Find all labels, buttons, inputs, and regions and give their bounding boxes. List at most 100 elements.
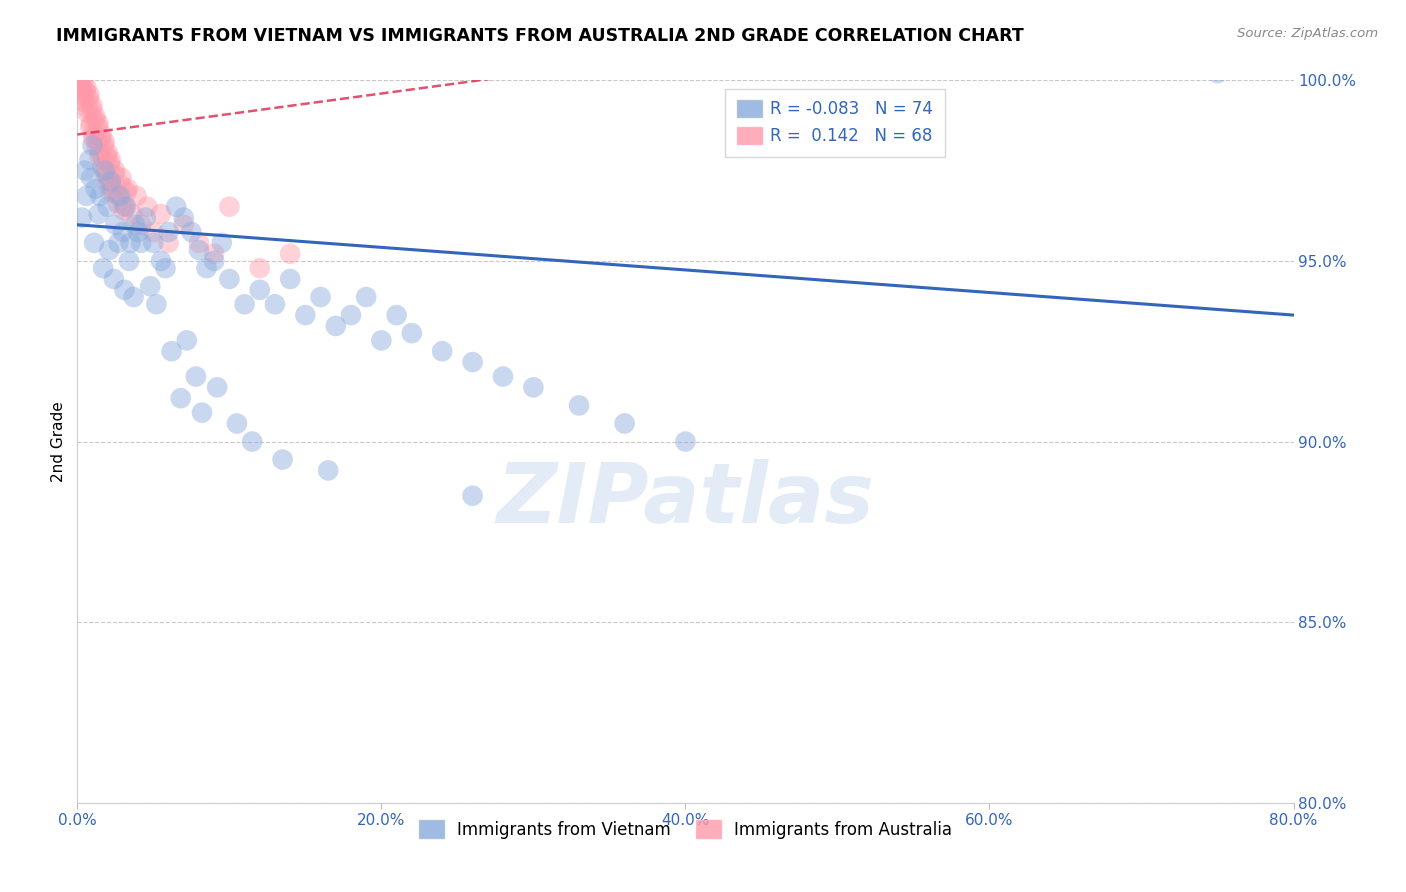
Point [79,153,101,167]
Point [103,167,125,181]
Point [226,417,249,431]
Point [170,391,193,405]
Point [354,290,377,304]
Point [117,181,139,195]
Point [93,138,115,153]
Point [90,131,112,145]
Point [112,203,135,218]
Point [568,399,591,413]
Point [82,138,104,153]
Point [87,207,110,221]
Point [94,167,117,181]
Point [100,153,122,167]
Point [157,225,180,239]
Point [86,138,108,153]
Point [249,283,271,297]
Point [80,170,103,185]
Point [278,272,301,286]
Point [316,463,339,477]
Point [75,84,97,98]
Point [149,254,172,268]
Point [309,290,332,304]
Point [125,189,148,203]
Point [104,218,127,232]
Point [107,196,129,211]
Point [160,344,183,359]
Point [135,211,157,225]
Point [142,235,165,250]
Point [195,261,218,276]
Text: ZIPatlas: ZIPatlas [496,458,875,540]
Point [114,200,136,214]
Point [211,235,233,250]
Point [461,355,484,369]
Point [340,308,363,322]
Point [240,434,263,449]
Legend: Immigrants from Vietnam, Immigrants from Australia: Immigrants from Vietnam, Immigrants from… [409,811,962,848]
Point [271,452,294,467]
Point [249,261,271,276]
Point [202,246,225,260]
Point [430,344,453,359]
Point [173,211,195,225]
Point [218,272,240,286]
Point [294,308,316,322]
Point [127,225,149,239]
Point [205,380,228,394]
Text: IMMIGRANTS FROM VIETNAM VS IMMIGRANTS FROM AUSTRALIA 2ND GRADE CORRELATION CHART: IMMIGRANTS FROM VIETNAM VS IMMIGRANTS FR… [56,27,1024,45]
Point [100,174,122,188]
Point [188,243,211,257]
Point [104,163,127,178]
Point [122,290,145,304]
Point [613,417,636,431]
Point [96,149,118,163]
Point [91,261,114,276]
Point [100,186,122,200]
Point [83,128,105,142]
Point [69,77,91,91]
Point [82,131,104,145]
Point [70,73,93,87]
Point [149,207,172,221]
Point [401,326,423,341]
Point [107,235,129,250]
Point [180,225,202,239]
Point [70,211,93,225]
Point [370,334,392,348]
Point [202,254,225,268]
Point [87,117,110,131]
Point [80,102,103,116]
Point [80,117,103,131]
Point [79,87,101,102]
Point [121,207,143,221]
Point [129,218,152,232]
Point [107,189,129,203]
Point [77,91,100,105]
Point [83,235,105,250]
Point [89,145,111,160]
Point [98,243,121,257]
Point [191,406,214,420]
Point [522,380,544,394]
Point [120,235,142,250]
Point [218,200,240,214]
Point [124,218,146,232]
Point [129,235,152,250]
Point [93,163,115,178]
Point [111,225,134,239]
Point [385,308,408,322]
Point [278,246,301,260]
Point [233,297,256,311]
Point [115,186,138,200]
Point [165,200,187,214]
Point [75,80,97,95]
Point [97,178,120,192]
Point [176,334,198,348]
Point [325,318,347,333]
Point [72,73,94,87]
Point [69,70,91,84]
Point [91,160,114,174]
Point [67,66,90,80]
Point [145,297,167,311]
Point [73,91,96,105]
